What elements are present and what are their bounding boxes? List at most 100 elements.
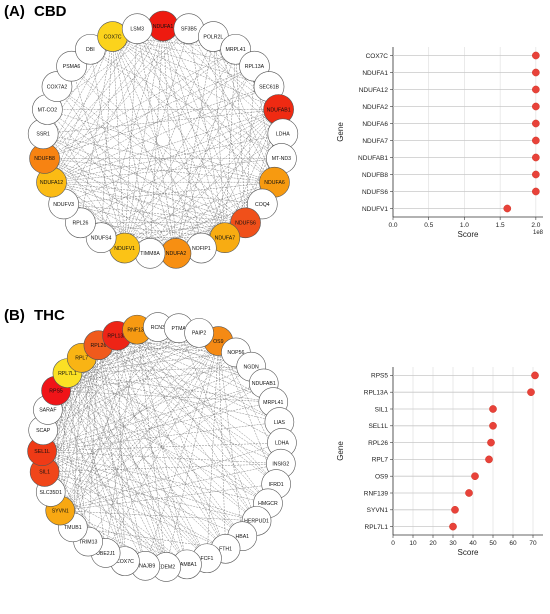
network-edge: [116, 335, 126, 562]
node-sf3b5: SF3B5: [173, 13, 205, 44]
network-edge: [55, 390, 208, 559]
network-edge: [116, 335, 167, 567]
x-axis-title: Score: [458, 230, 479, 239]
node-label: HERPUD1: [244, 519, 269, 525]
network-edge: [124, 36, 214, 249]
network-edge: [116, 335, 226, 549]
network-edge: [55, 390, 226, 549]
y-tick-label-ndufs6: NDUFS6: [362, 189, 388, 196]
network-edge: [51, 28, 189, 183]
network-edge: [112, 36, 226, 238]
node-label: RPL13A: [245, 64, 265, 70]
node-label: SEL1L: [34, 449, 50, 455]
node-label: RPL26: [73, 221, 89, 227]
network-edge: [112, 36, 283, 135]
network-edge: [44, 158, 246, 223]
x-tick-label: 1.5: [496, 222, 505, 229]
node-ndufa12: NDUFA12: [36, 166, 67, 198]
network-edge: [67, 372, 281, 464]
network-edge: [72, 345, 99, 528]
network-edge: [47, 109, 275, 183]
node-label: SLC35D1: [39, 490, 62, 496]
network-edge: [87, 340, 219, 542]
network-edge: [71, 66, 226, 238]
node-label: LIAS: [274, 420, 286, 426]
x-tick-label: 30: [449, 540, 457, 547]
network-a: NDUFA1 SF3B5 POLR2L MRPL41 RPL13A SEC61B NDUFA…: [27, 10, 299, 269]
network-edge: [43, 340, 219, 431]
y-tick-label-ndufa12: NDUFA12: [359, 87, 389, 94]
network-edge: [112, 36, 279, 110]
node-label: TRIM13: [79, 539, 98, 545]
network-edge: [43, 133, 246, 223]
node-label: SARAF: [39, 408, 56, 414]
node-label: FTH1: [219, 547, 232, 553]
node-ldha: LDHA: [267, 428, 297, 458]
network-edge: [51, 158, 282, 183]
network-edge: [201, 86, 270, 249]
y-tick-label-rpl26: RPL26: [368, 440, 388, 447]
point-ndufa6: [532, 119, 540, 128]
point-os9: [471, 472, 479, 481]
network-nodes: NDUFA1 SF3B5 POLR2L MRPL41 RPL13A SEC61B NDUFA…: [27, 10, 299, 269]
network-edge: [63, 109, 279, 205]
network-edge: [149, 109, 279, 254]
node-label: NDUFS4: [91, 235, 112, 241]
network-edge: [60, 345, 99, 511]
network-edge: [81, 357, 257, 522]
node-label: SSR1: [36, 132, 50, 138]
network-edge: [90, 49, 275, 183]
network-edge: [43, 133, 225, 238]
node-label: RPL13A: [107, 334, 127, 340]
node-label: SYVN1: [52, 508, 69, 514]
node-label: UBE2J1: [96, 551, 115, 557]
network-edge: [98, 345, 226, 549]
node-label: HMGCR: [258, 501, 278, 507]
network-edge: [60, 442, 282, 511]
node-label: SIL1: [39, 470, 50, 476]
network-edge: [81, 357, 106, 553]
network-edge: [44, 158, 177, 254]
network-edge: [98, 345, 283, 444]
network-edge: [42, 421, 280, 452]
node-label: NDUFAB1: [267, 107, 291, 113]
network-edge: [136, 329, 167, 567]
network-edge: [98, 345, 146, 566]
node-label: RPL7: [75, 356, 88, 362]
node-ndufa2: NDUFA2: [160, 238, 192, 269]
network-edge: [149, 25, 164, 254]
node-cox7c: COX7C: [97, 21, 128, 52]
node-nofip1: NOFIP1: [186, 232, 217, 264]
node-label: HBA1: [236, 534, 250, 540]
network-edge: [55, 390, 126, 562]
node-label: EDEM2: [157, 565, 175, 571]
dot-chart-b: 0 10 20 30 40 50 60 70 Score Gene RPS5 RPL13A SIL1 SE…: [336, 367, 543, 557]
node-paip2: PAIP2: [184, 318, 214, 348]
network-edge: [175, 182, 275, 254]
network-edge: [188, 28, 275, 183]
node-label: NDUFA7: [215, 235, 236, 241]
network-edge: [213, 36, 226, 238]
network-edge: [41, 332, 200, 452]
point-ndufb8: [532, 170, 540, 179]
network-edge: [71, 66, 125, 249]
node-label: SCAP: [36, 428, 51, 434]
network-edge: [124, 109, 279, 249]
network-edge: [44, 471, 226, 549]
network-edge: [124, 28, 190, 249]
network-edge: [224, 49, 236, 238]
y-tick-label-rpl13a: RPL13A: [364, 390, 389, 397]
node-label: RPL7L1: [58, 371, 77, 377]
node-label: LDHA: [275, 441, 289, 447]
network-edge: [136, 28, 226, 238]
network-edge: [41, 326, 158, 452]
network-edge: [162, 25, 246, 223]
y-axis-title: Gene: [336, 441, 345, 461]
network-edge: [175, 36, 214, 254]
network-edge: [44, 36, 113, 159]
network-edge: [47, 109, 177, 254]
y-tick-label-ndufa1: NDUFA1: [362, 70, 388, 77]
node-label: COX7A2: [47, 84, 68, 90]
network-edge: [56, 86, 226, 238]
network-edge: [44, 463, 281, 473]
